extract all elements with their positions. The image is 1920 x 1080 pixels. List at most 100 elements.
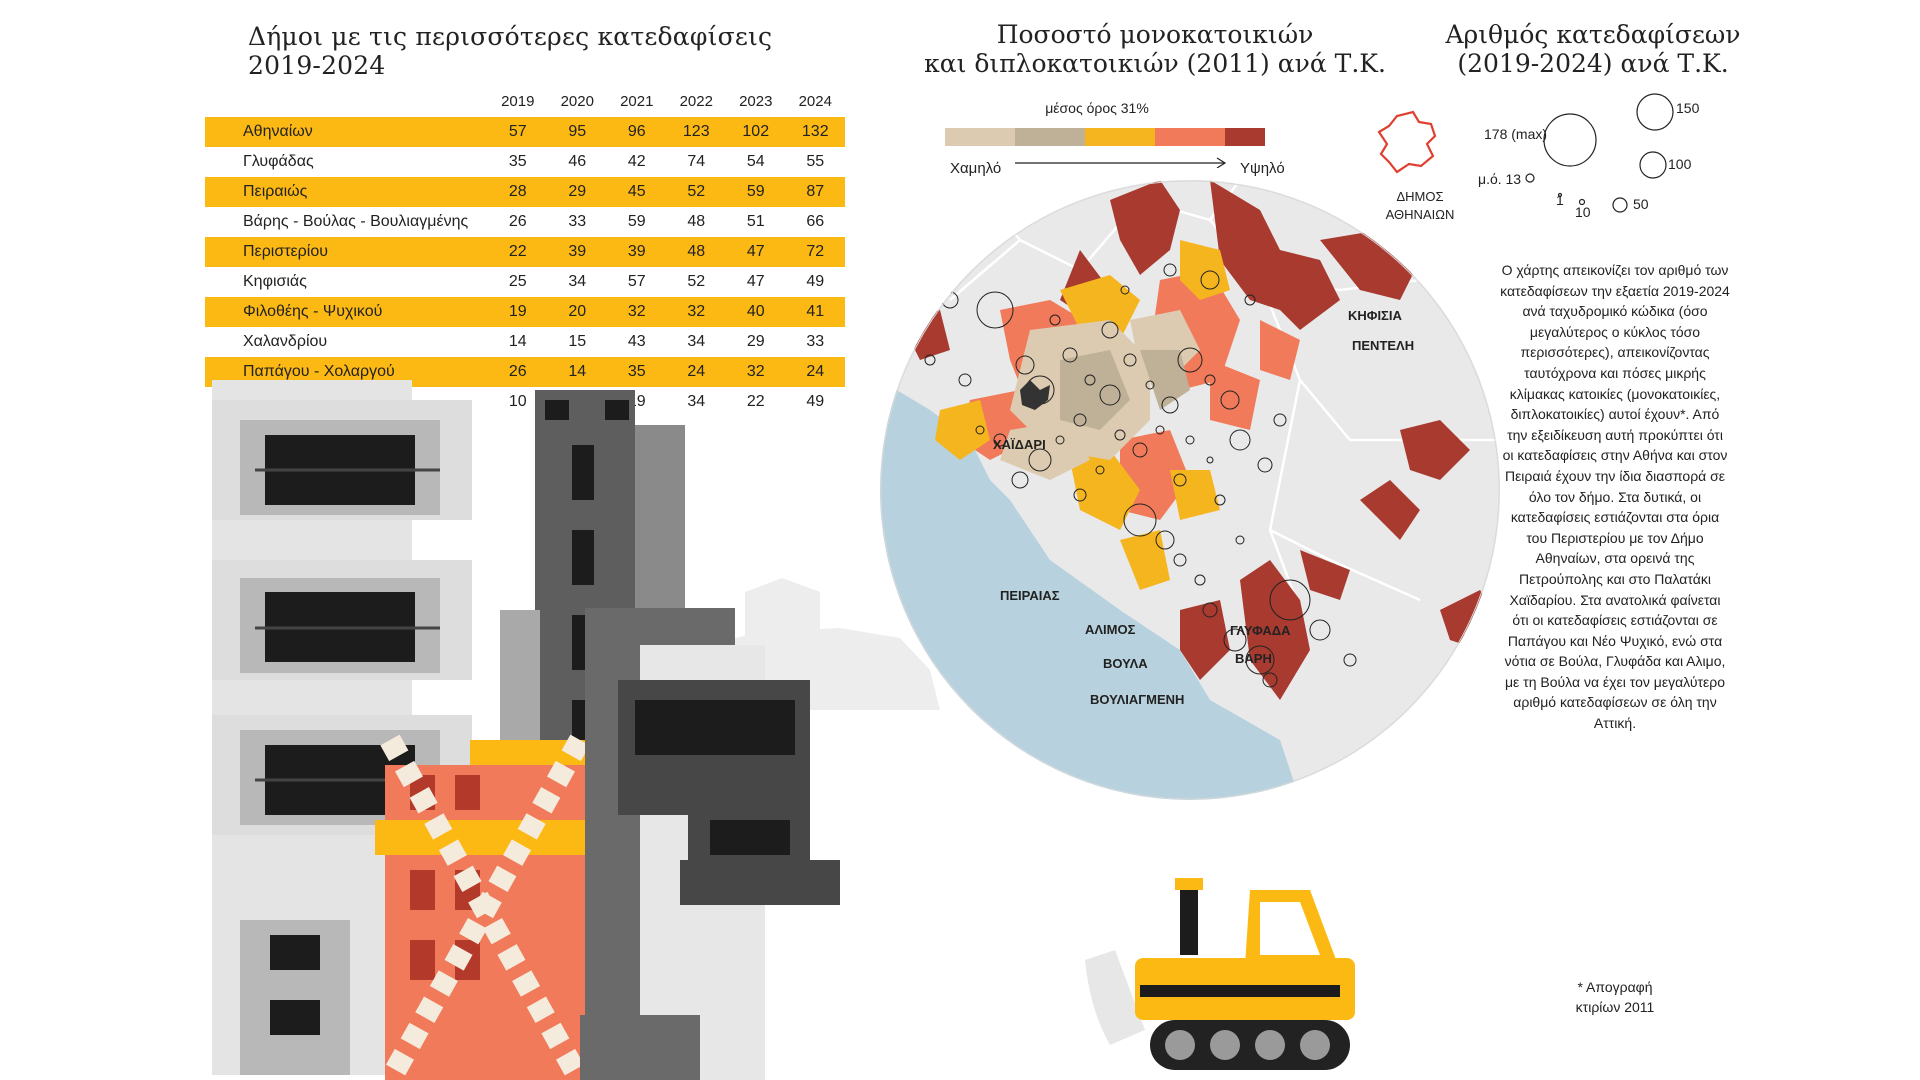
header-year: 2019 bbox=[501, 92, 535, 110]
table-row: Κηφισιάς 25 34 57 52 47 49 bbox=[205, 267, 845, 297]
athens-label: ΔΗΜΟΣ ΑΘΗΝΑΙΩΝ bbox=[1360, 188, 1480, 224]
header-year: 2024 bbox=[798, 92, 832, 110]
scale-swatch-4 bbox=[1155, 128, 1225, 146]
table-cell: 33 bbox=[568, 213, 587, 230]
footnote-line1: * Απογραφή bbox=[1577, 979, 1653, 995]
table-cell: 40 bbox=[726, 297, 786, 327]
table-cell: 47 bbox=[726, 237, 786, 267]
table-cell: 33 bbox=[806, 333, 825, 350]
table-row: Γλυφάδας 35 46 42 74 54 55 bbox=[205, 147, 845, 177]
below-average-areas bbox=[1060, 350, 1190, 430]
municipality-name: Χαλανδρίου bbox=[243, 333, 328, 350]
table-cell: 34 bbox=[687, 393, 706, 410]
label-vouliagmeni: ΒΟΥΛΙΑΓΜΕΝΗ bbox=[1090, 692, 1185, 707]
bubble-title-line2: (2019-2024) ανά Τ.Κ. bbox=[1457, 49, 1729, 78]
label-penteli: ΠΕΝΤΕΛΗ bbox=[1352, 338, 1415, 353]
municipality-name: Κηφισιάς bbox=[243, 273, 307, 290]
legend-low-label: Χαμηλό bbox=[950, 160, 1002, 177]
table-cell: 34 bbox=[687, 333, 706, 350]
table-cell: 24 bbox=[666, 357, 726, 387]
table-cell: 29 bbox=[547, 177, 607, 207]
table-cell: 54 bbox=[746, 153, 765, 170]
municipality-name: Περιστερίου bbox=[205, 237, 488, 267]
label-glyfada: ΓΛΥΦΑΔΑ bbox=[1230, 623, 1291, 638]
table-cell: 87 bbox=[785, 177, 845, 207]
athens-outline-icon bbox=[1377, 110, 1437, 174]
demolitions-table: 2019 2020 2021 2022 2023 2024 Αθηναίων 57… bbox=[205, 85, 845, 417]
table-cell: 51 bbox=[746, 213, 765, 230]
table-cell: 35 bbox=[607, 357, 667, 387]
table-cell: 19 bbox=[488, 297, 548, 327]
table-cell: 52 bbox=[687, 273, 706, 290]
table-cell: 10 bbox=[508, 393, 527, 410]
table-cell: 28 bbox=[488, 177, 548, 207]
buildings-illustration bbox=[212, 380, 940, 1080]
bubble-150-label: 150 bbox=[1676, 100, 1700, 116]
bubble-100-label: 100 bbox=[1668, 156, 1692, 172]
table-cell: 26 bbox=[508, 213, 527, 230]
modern-building-icon bbox=[580, 608, 840, 1080]
table-cell: 132 bbox=[785, 117, 845, 147]
header-year: 2023 bbox=[739, 92, 773, 110]
table-cell: 74 bbox=[687, 153, 706, 170]
map-title-line1: Ποσοστό μονοκατοικιών bbox=[996, 20, 1314, 49]
header-year: 2021 bbox=[620, 92, 654, 110]
athens-label-line1: ΔΗΜΟΣ bbox=[1396, 189, 1444, 204]
table-cell: 52 bbox=[666, 177, 726, 207]
table-cell: 14 bbox=[508, 333, 527, 350]
bubble-10-label: 10 bbox=[1575, 204, 1591, 220]
table-row: Φιλοθέης - Ψυχικού 19 20 32 32 40 41 bbox=[205, 297, 845, 327]
label-voula: ΒΟΥΛΑ bbox=[1103, 656, 1148, 671]
label-peiraias: ΠΕΙΡΑΙΑΣ bbox=[1000, 588, 1060, 603]
table-cell: 123 bbox=[666, 117, 726, 147]
table-cell: 39 bbox=[607, 237, 667, 267]
attica-map bbox=[880, 180, 1500, 800]
table-row: Παπάγου - Χολαργού 26 14 35 24 32 24 bbox=[205, 357, 845, 387]
table-cell: 42 bbox=[627, 153, 646, 170]
table-cell: 22 bbox=[746, 393, 765, 410]
header-year: 2020 bbox=[560, 92, 594, 110]
demolition-bubbles bbox=[924, 263, 1357, 688]
bubble-size-legend bbox=[1525, 93, 1674, 213]
bubble-max-label: 178 (max) bbox=[1484, 126, 1548, 142]
athens-label-line2: ΑΘΗΝΑΙΩΝ bbox=[1385, 207, 1455, 222]
map-frame bbox=[880, 180, 1500, 800]
scale-swatch-5 bbox=[1225, 128, 1265, 146]
table-cell: 48 bbox=[666, 237, 726, 267]
table-row: Αθηναίων 57 95 96 123 102 132 bbox=[205, 117, 845, 147]
legend-average-label: μέσος όρος 31% bbox=[1045, 100, 1149, 116]
table-cell: 14 bbox=[547, 357, 607, 387]
table-cell: 49 bbox=[806, 273, 825, 290]
description-text: Ο χάρτης απεικονίζει τον αριθμό των κατε… bbox=[1500, 262, 1730, 732]
bubble-1 bbox=[1557, 192, 1563, 198]
bubble-1-label: 1 bbox=[1556, 192, 1564, 208]
header-municipality bbox=[205, 85, 488, 117]
left-building-icon bbox=[212, 380, 472, 1075]
table-cell: 59 bbox=[726, 177, 786, 207]
table-cell: 26 bbox=[488, 357, 548, 387]
bulldozer-blade bbox=[1085, 950, 1145, 1045]
table-row: Πειραιώς 28 29 45 52 59 87 bbox=[205, 177, 845, 207]
table-cell: 39 bbox=[547, 237, 607, 267]
table-cell: 59 bbox=[627, 213, 646, 230]
table-row: Περιστερίου 22 39 39 48 47 72 bbox=[205, 237, 845, 267]
table-cell: 32 bbox=[607, 297, 667, 327]
bubble-150 bbox=[1636, 93, 1674, 131]
bubble-average-label: μ.ό. 13 bbox=[1478, 171, 1522, 187]
table-cell: 41 bbox=[785, 297, 845, 327]
table-cell: 32 bbox=[666, 297, 726, 327]
scale-swatch-1 bbox=[945, 128, 1015, 146]
bulldozer-icon bbox=[1085, 878, 1355, 1070]
municipality-name: Γλυφάδας bbox=[243, 153, 314, 170]
bubble-max bbox=[1543, 113, 1597, 167]
table-cell: 46 bbox=[568, 153, 587, 170]
municipality-name: Φιλοθέης - Ψυχικού bbox=[205, 297, 488, 327]
table-cell: 102 bbox=[726, 117, 786, 147]
table-cell: 95 bbox=[547, 117, 607, 147]
bubble-legend-title: Αριθμός κατεδαφίσεων (2019-2024) ανά Τ.Κ… bbox=[1428, 20, 1758, 78]
footnote: * Απογραφή κτιρίων 2011 bbox=[1500, 977, 1730, 1017]
bubble-100 bbox=[1639, 151, 1667, 179]
demolished-building-icon bbox=[375, 734, 605, 1080]
table-cell: 49 bbox=[806, 393, 825, 410]
table-cell: 55 bbox=[806, 153, 825, 170]
